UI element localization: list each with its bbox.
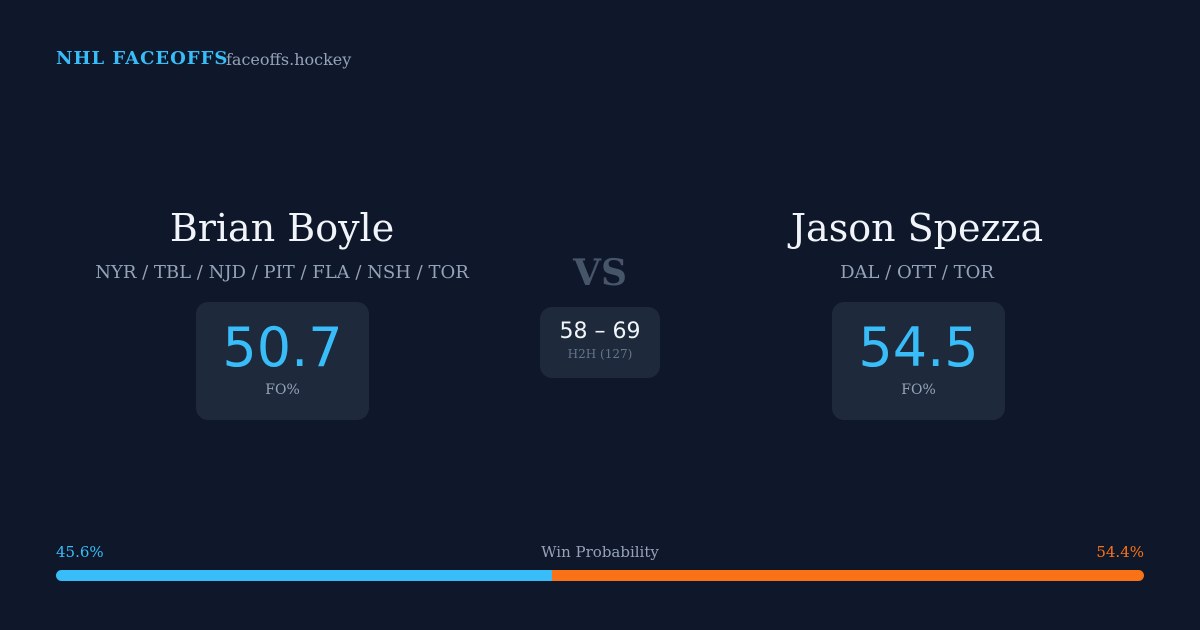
fo-label: FO%	[901, 382, 936, 398]
player-teams: DAL / OTT / TOR	[840, 262, 994, 283]
h2h-score: 58 – 69	[559, 319, 641, 344]
fo-label: FO%	[265, 382, 300, 398]
versus: VS	[573, 252, 627, 294]
win-prob-bar	[56, 570, 1144, 581]
win-prob-right: 54.4%	[1096, 543, 1144, 561]
player-teams: NYR / TBL / NJD / PIT / FLA / NSH / TOR	[95, 262, 469, 283]
site: faceoffs.hockey	[226, 50, 352, 69]
win-prob-segment	[56, 570, 553, 581]
win-prob-title: Win Probability	[541, 543, 659, 561]
h2h-label: H2H (127)	[567, 347, 633, 361]
fo-box: 54.5 FO%	[832, 302, 1005, 420]
fo-box: 50.7 FO%	[196, 302, 369, 420]
player-name: Brian Boyle	[169, 206, 395, 250]
player-name: Jason Spezza	[790, 206, 1044, 250]
h2h-box: 58 – 69 H2H (127)	[540, 307, 660, 378]
win-prob-left: 45.6%	[56, 543, 104, 561]
fo-pct: 54.5	[858, 316, 979, 379]
win-prob-segment	[552, 570, 1144, 581]
brand: NHL FACEOFFS	[56, 48, 229, 69]
fo-pct: 50.7	[222, 316, 343, 379]
